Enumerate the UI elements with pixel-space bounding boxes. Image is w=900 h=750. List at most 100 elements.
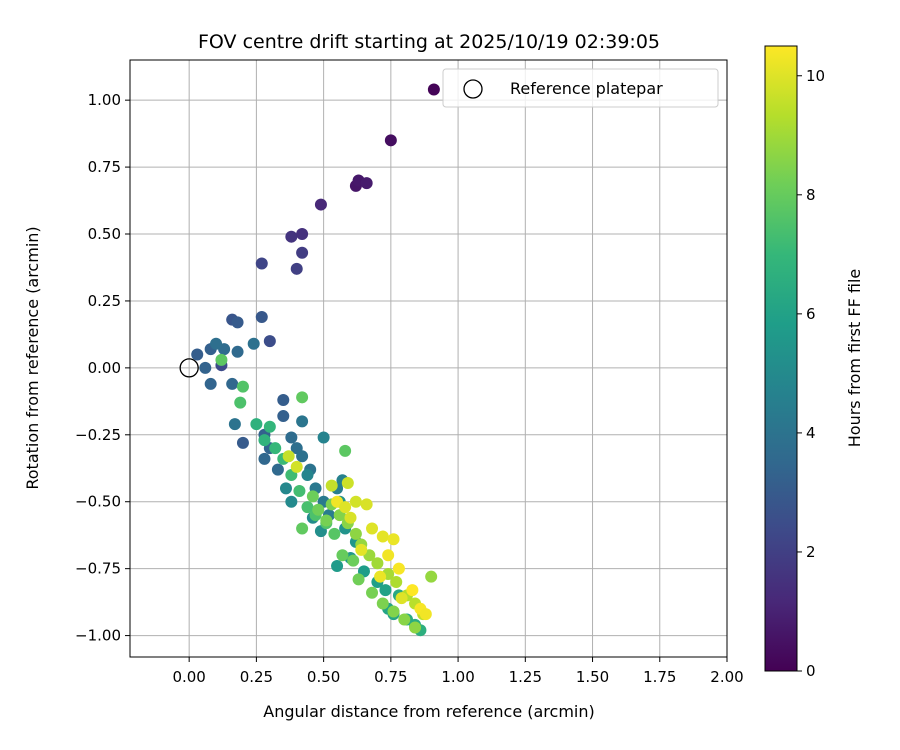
plot-frame (129, 59, 728, 658)
data-point (258, 452, 271, 465)
y-tick-label: −0.75 (75, 560, 121, 578)
data-point (279, 482, 292, 495)
data-point (344, 511, 357, 524)
data-point (263, 335, 276, 348)
data-point (269, 442, 282, 455)
data-point (296, 228, 309, 241)
legend-box (442, 68, 719, 108)
data-point (390, 576, 403, 589)
x-tick-label: 0.50 (307, 668, 340, 686)
data-point (349, 495, 362, 508)
data-point (427, 83, 440, 96)
data-point (379, 584, 392, 597)
y-tick-label: −1.00 (75, 627, 121, 645)
x-axis-label: Angular distance from reference (arcmin) (263, 702, 594, 721)
y-tick-label: −0.25 (75, 426, 121, 444)
grid-layer (130, 60, 728, 657)
colorbar-label: Hours from first FF file (845, 269, 864, 448)
colorbar (764, 45, 798, 672)
data-point (360, 177, 373, 190)
data-point (255, 311, 268, 324)
x-tick-label: 1.00 (441, 668, 474, 686)
data-point (263, 420, 276, 433)
data-point (336, 549, 349, 562)
data-point (301, 501, 314, 514)
x-tick-label: 1.75 (643, 668, 676, 686)
data-point (339, 444, 352, 457)
data-point (360, 498, 373, 511)
data-point (425, 570, 438, 583)
data-point (392, 562, 405, 575)
ticks-layer: 0.00 0.25 0.50 0.75 1.00 1.25 1.50 1.75 2.00 1.00… (75, 91, 744, 686)
data-point (382, 549, 395, 562)
colorbar-tick-label: 8 (806, 186, 816, 204)
data-point (231, 316, 244, 329)
colorbar-tick-label: 2 (806, 543, 816, 561)
data-point (271, 463, 284, 476)
colorbar-tick-label: 10 (806, 67, 825, 85)
data-point (328, 527, 341, 540)
data-point (314, 198, 327, 211)
data-point (285, 495, 298, 508)
data-point (376, 530, 389, 543)
data-point (387, 533, 400, 546)
data-point (387, 605, 400, 618)
data-point (374, 570, 387, 583)
chart-title: FOV centre drift starting at 2025/10/19 … (198, 31, 660, 53)
y-tick-label: 0.25 (88, 292, 121, 310)
data-point (234, 396, 247, 409)
data-point (317, 431, 330, 444)
data-point (290, 262, 303, 275)
x-tick-label: 1.25 (509, 668, 542, 686)
colorbar-tick-label: 0 (806, 662, 816, 680)
colorbar-tick-label: 6 (806, 305, 816, 323)
legend: Reference platepar (442, 68, 719, 108)
legend-label: Reference platepar (510, 79, 663, 98)
data-point (199, 361, 212, 374)
data-point (255, 257, 268, 270)
data-point (285, 230, 298, 243)
data-point (376, 597, 389, 610)
data-point (306, 490, 319, 503)
data-point (296, 415, 309, 428)
data-point (366, 586, 379, 599)
data-point (352, 573, 365, 586)
data-point (293, 485, 306, 498)
data-point (296, 450, 309, 463)
legend-reference-marker (463, 79, 483, 99)
data-point (325, 479, 338, 492)
data-point (312, 503, 325, 516)
colorbar-ticks: 0 2 4 6 8 10 (797, 67, 825, 680)
data-point (236, 436, 249, 449)
data-point (339, 501, 352, 514)
data-point (366, 522, 379, 535)
y-tick-label: 1.00 (88, 91, 121, 109)
data-point (341, 476, 354, 489)
data-point (355, 543, 368, 556)
data-point (296, 522, 309, 535)
data-point (231, 345, 244, 358)
data-point (406, 584, 419, 597)
x-tick-label: 1.50 (576, 668, 609, 686)
data-point (247, 337, 260, 350)
data-point (277, 410, 290, 423)
data-point (398, 613, 411, 626)
data-point (215, 353, 228, 366)
data-point (226, 377, 239, 390)
data-point (285, 431, 298, 444)
data-point (384, 134, 397, 147)
data-point (210, 337, 223, 350)
data-point (331, 559, 344, 572)
colorbar-tick-label: 4 (806, 424, 816, 442)
y-tick-label: −0.50 (75, 493, 121, 511)
y-tick-label: 0.75 (88, 158, 121, 176)
y-axis-label: Rotation from reference (arcmin) (23, 226, 42, 489)
data-point (290, 460, 303, 473)
data-point (395, 592, 408, 605)
data-point (236, 380, 249, 393)
data-point (296, 391, 309, 404)
y-tick-label: 0.50 (88, 225, 121, 243)
data-point (204, 377, 217, 390)
data-point (191, 348, 204, 361)
